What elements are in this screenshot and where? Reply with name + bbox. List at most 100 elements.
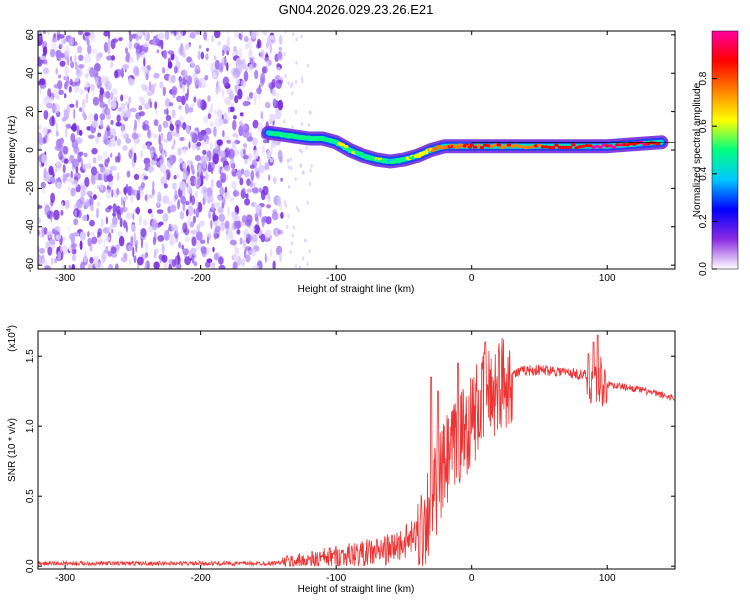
noise-speckle <box>283 200 287 205</box>
noise-speckle <box>166 108 169 117</box>
noise-speckle <box>99 101 105 109</box>
noise-speckle <box>70 125 77 131</box>
noise-speckle <box>86 126 92 131</box>
noise-speckle <box>218 256 224 265</box>
noise-speckle <box>241 215 247 223</box>
noise-speckle <box>43 110 49 120</box>
noise-speckle <box>193 261 198 267</box>
noise-speckle <box>234 149 240 156</box>
noise-speckle <box>124 68 127 73</box>
noise-speckle <box>238 125 244 137</box>
noise-speckle <box>171 224 178 232</box>
noise-speckle <box>159 158 163 165</box>
noise-speckle <box>153 133 158 139</box>
noise-speckle <box>117 138 121 147</box>
noise-speckle <box>194 190 198 198</box>
noise-speckle <box>57 34 65 39</box>
y-tick-label: 0 <box>25 147 36 153</box>
ridge-point <box>540 145 546 149</box>
noise-speckle <box>96 201 101 207</box>
noise-speckle <box>38 217 42 224</box>
noise-speckle <box>242 129 250 138</box>
noise-speckle <box>266 150 272 160</box>
noise-speckle <box>225 175 229 180</box>
noise-speckle <box>145 73 149 81</box>
spectrogram-y-label: Frequency (Hz) <box>7 116 18 185</box>
noise-speckle <box>77 45 83 54</box>
noise-speckle <box>207 113 212 120</box>
noise-speckle <box>178 45 185 56</box>
noise-speckle <box>200 170 203 182</box>
noise-speckle <box>38 145 41 151</box>
noise-speckle <box>68 264 72 269</box>
noise-speckle <box>262 31 268 36</box>
noise-speckle <box>107 205 113 210</box>
noise-speckle <box>110 119 114 125</box>
noise-speckle <box>50 257 54 266</box>
noise-speckle <box>140 51 146 60</box>
noise-speckle <box>212 72 217 79</box>
noise-speckle <box>246 188 254 193</box>
noise-speckle <box>47 31 51 36</box>
noise-speckle <box>123 219 127 229</box>
ridge-point <box>320 135 325 140</box>
noise-speckle <box>78 64 85 69</box>
noise-speckle <box>261 65 268 74</box>
noise-speckle <box>90 166 98 176</box>
noise-speckle <box>73 218 79 226</box>
noise-speckle <box>95 135 100 145</box>
noise-speckle <box>126 109 131 119</box>
noise-speckle <box>186 80 190 88</box>
noise-speckle <box>143 56 146 68</box>
noise-speckle <box>161 254 168 263</box>
noise-speckle <box>212 262 216 269</box>
noise-speckle <box>186 209 189 217</box>
noise-speckle <box>117 209 122 220</box>
noise-speckle <box>194 176 202 188</box>
ridge-point <box>594 144 600 148</box>
noise-speckle <box>46 102 53 109</box>
noise-speckle <box>128 31 131 37</box>
noise-speckle <box>65 172 71 178</box>
noise-speckle <box>244 246 252 251</box>
noise-speckle <box>103 41 109 53</box>
noise-speckle <box>74 77 80 82</box>
noise-speckle <box>65 126 68 138</box>
noise-speckle <box>68 177 75 183</box>
noise-speckle <box>295 60 298 65</box>
colorbar-tick-label: 0.4 <box>698 166 709 180</box>
noise-speckle <box>84 177 90 188</box>
noise-speckle <box>173 65 178 74</box>
noise-speckle <box>66 104 71 114</box>
snr-exponent-label: (x104) <box>6 325 18 352</box>
noise-speckle <box>126 170 131 178</box>
noise-speckle <box>52 229 58 235</box>
noise-speckle <box>51 115 55 126</box>
noise-speckle <box>226 62 229 72</box>
noise-speckle <box>308 249 311 254</box>
noise-speckle <box>211 34 214 43</box>
noise-speckle <box>121 129 127 139</box>
noise-speckle <box>121 206 128 213</box>
noise-speckle <box>243 169 251 178</box>
noise-speckle <box>53 209 60 221</box>
noise-speckle <box>118 69 125 75</box>
noise-speckle <box>177 199 181 210</box>
noise-speckle <box>144 166 149 171</box>
noise-speckle <box>227 206 230 217</box>
noise-speckle <box>99 119 104 130</box>
noise-speckle <box>73 146 80 155</box>
noise-speckle <box>131 132 139 140</box>
noise-speckle <box>60 53 65 58</box>
noise-speckle <box>210 178 214 189</box>
noise-speckle <box>215 86 219 95</box>
colorbar-tick-label: 0.2 <box>698 214 709 228</box>
noise-speckle <box>158 134 161 145</box>
noise-speckle <box>97 228 103 236</box>
ridge-point <box>550 146 556 150</box>
colorbar-scale <box>711 30 739 270</box>
noise-speckle <box>79 196 85 205</box>
noise-speckle <box>101 253 106 263</box>
noise-speckle <box>229 106 235 113</box>
noise-speckle <box>103 168 111 176</box>
